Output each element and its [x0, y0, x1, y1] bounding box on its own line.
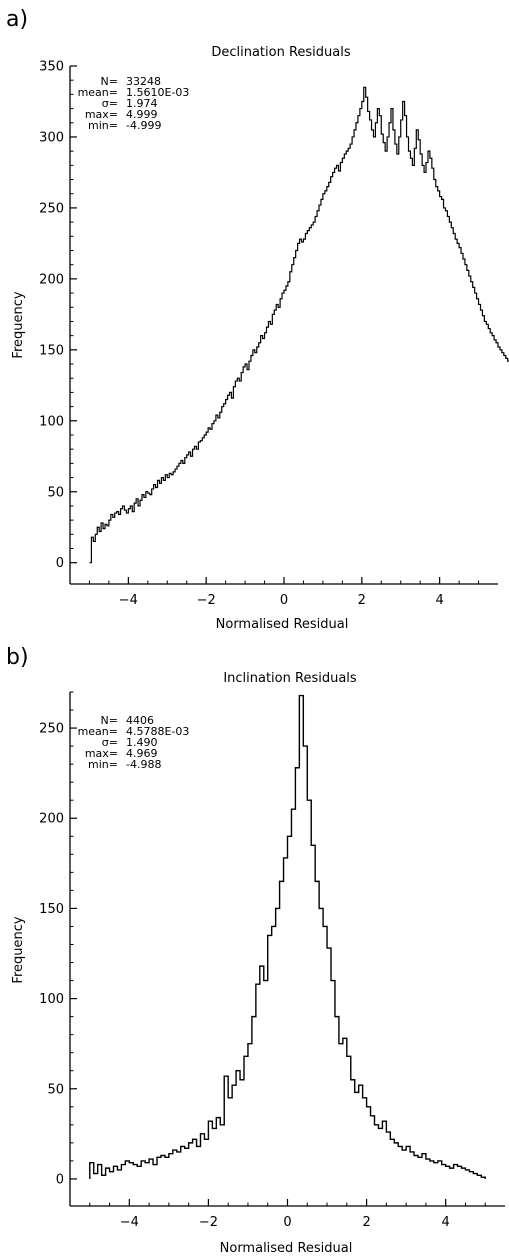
histogram-step-line	[89, 86, 509, 564]
stat-label: max=	[85, 747, 118, 760]
histogram-step-line	[89, 694, 486, 1179]
y-tick-label: 300	[39, 130, 64, 145]
panel-b-stats: N= 4406 mean= 4.5788E-03 σ= 1.490 max= 4.969 min…	[78, 714, 190, 771]
panel-b: b) Inclination Residuals Normalised Resi…	[6, 645, 505, 1256]
stat-value: 4.969	[126, 747, 158, 760]
panel-b-title: Inclination Residuals	[223, 671, 357, 686]
panel-a: a) Declination Residuals Normalised Resi…	[6, 7, 509, 632]
panel-a-x-axis-label: Normalised Residual	[216, 617, 349, 632]
panel-a-stats: N= 33248 mean= 1.5610E-03 σ= 1.974 max= 4.999 mi…	[78, 75, 190, 132]
y-tick-label: 100	[39, 992, 64, 1007]
stat-value: 4.5788E-03	[126, 725, 189, 738]
stat-value: -4.988	[126, 758, 161, 771]
panel-a-title: Declination Residuals	[211, 45, 351, 60]
stat-label: mean=	[78, 725, 118, 738]
stat-label: max=	[85, 108, 118, 121]
panel-a-label: a)	[6, 7, 28, 32]
y-tick-label: 150	[39, 343, 64, 358]
stat-value: 33248	[126, 75, 161, 88]
stat-value: -4.999	[126, 119, 161, 132]
panel-b-label: b)	[6, 645, 29, 670]
stat-value: 4.999	[126, 108, 158, 121]
stat-label: min=	[88, 119, 118, 132]
x-tick-label: 2	[362, 1215, 370, 1230]
y-tick-label: 250	[39, 722, 64, 737]
stat-label: N=	[101, 75, 118, 88]
x-tick-label: −2	[199, 1215, 218, 1230]
x-tick-label: 0	[280, 593, 288, 608]
panel-b-y-axis-label: Frequency	[11, 916, 26, 983]
stat-label: σ=	[102, 97, 118, 110]
y-tick-label: 50	[47, 1082, 64, 1097]
stat-value: 1.5610E-03	[126, 86, 189, 99]
y-tick-label: 0	[56, 556, 64, 571]
x-tick-label: −4	[120, 1215, 139, 1230]
stat-label: σ=	[102, 736, 118, 749]
y-tick-label: 0	[56, 1172, 64, 1187]
panel-b-x-axis-label: Normalised Residual	[220, 1241, 353, 1256]
y-tick-label: 100	[39, 414, 64, 429]
x-tick-label: −4	[119, 593, 138, 608]
x-tick-label: 0	[283, 1215, 291, 1230]
x-tick-label: −2	[197, 593, 216, 608]
stat-label: mean=	[78, 86, 118, 99]
x-tick-label: 4	[435, 593, 443, 608]
panel-b-ticks: 0 50 100 150 200 250 −4 −2 0 2 4	[39, 691, 486, 1230]
stat-label: N=	[101, 714, 118, 727]
y-tick-label: 200	[39, 272, 64, 287]
y-tick-label: 350	[39, 60, 64, 75]
stat-value: 1.490	[126, 736, 158, 749]
y-tick-label: 250	[39, 201, 64, 216]
y-tick-label: 50	[47, 485, 64, 500]
stat-value: 1.974	[126, 97, 158, 110]
stat-label: min=	[88, 758, 118, 771]
y-tick-label: 200	[39, 812, 64, 827]
stat-value: 4406	[126, 714, 154, 727]
x-tick-label: 4	[442, 1215, 450, 1230]
panel-a-y-axis-label: Frequency	[11, 291, 26, 358]
panel-a-ticks: 0 50 100 150 200 250 300 350 −4 −2 0 2 4	[39, 60, 480, 608]
panel-a-series	[89, 86, 509, 564]
x-tick-label: 2	[358, 593, 366, 608]
panel-b-series	[89, 694, 486, 1179]
y-tick-label: 150	[39, 902, 64, 917]
